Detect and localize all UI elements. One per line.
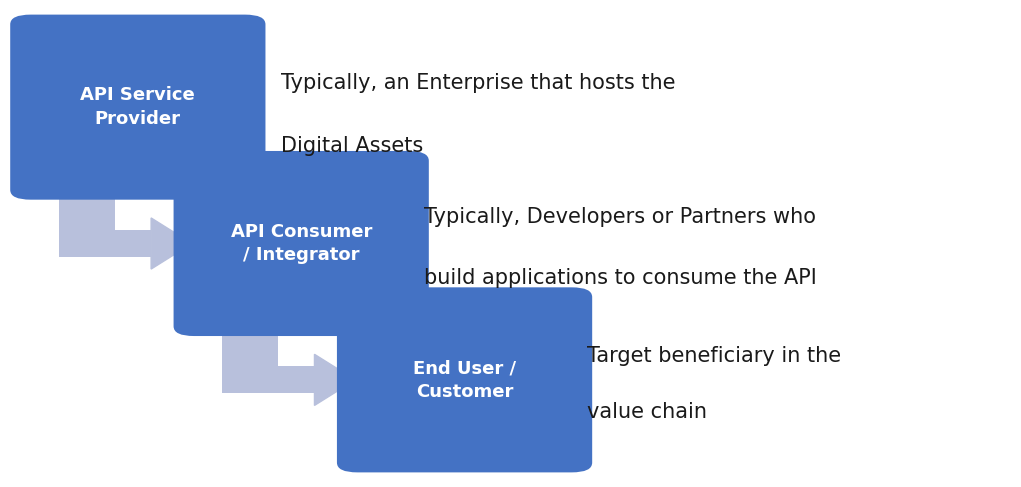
Text: Typically, Developers or Partners who: Typically, Developers or Partners who [424, 206, 816, 227]
Polygon shape [151, 218, 192, 269]
FancyBboxPatch shape [10, 15, 265, 200]
Text: build applications to consume the API: build applications to consume the API [424, 267, 817, 288]
FancyBboxPatch shape [222, 366, 314, 393]
FancyBboxPatch shape [337, 287, 592, 472]
Text: End User /
Customer: End User / Customer [412, 359, 517, 401]
Text: API Consumer
/ Integrator: API Consumer / Integrator [231, 223, 372, 264]
Text: Target beneficiary in the: Target beneficiary in the [587, 345, 841, 366]
Text: Digital Assets: Digital Assets [281, 136, 423, 156]
FancyBboxPatch shape [59, 230, 151, 257]
FancyBboxPatch shape [174, 151, 429, 336]
Polygon shape [314, 355, 355, 405]
Text: Typically, an Enterprise that hosts the: Typically, an Enterprise that hosts the [281, 73, 675, 93]
Text: API Service
Provider: API Service Provider [81, 86, 195, 128]
FancyBboxPatch shape [59, 190, 114, 244]
Text: value chain: value chain [587, 401, 708, 422]
FancyBboxPatch shape [222, 326, 278, 380]
